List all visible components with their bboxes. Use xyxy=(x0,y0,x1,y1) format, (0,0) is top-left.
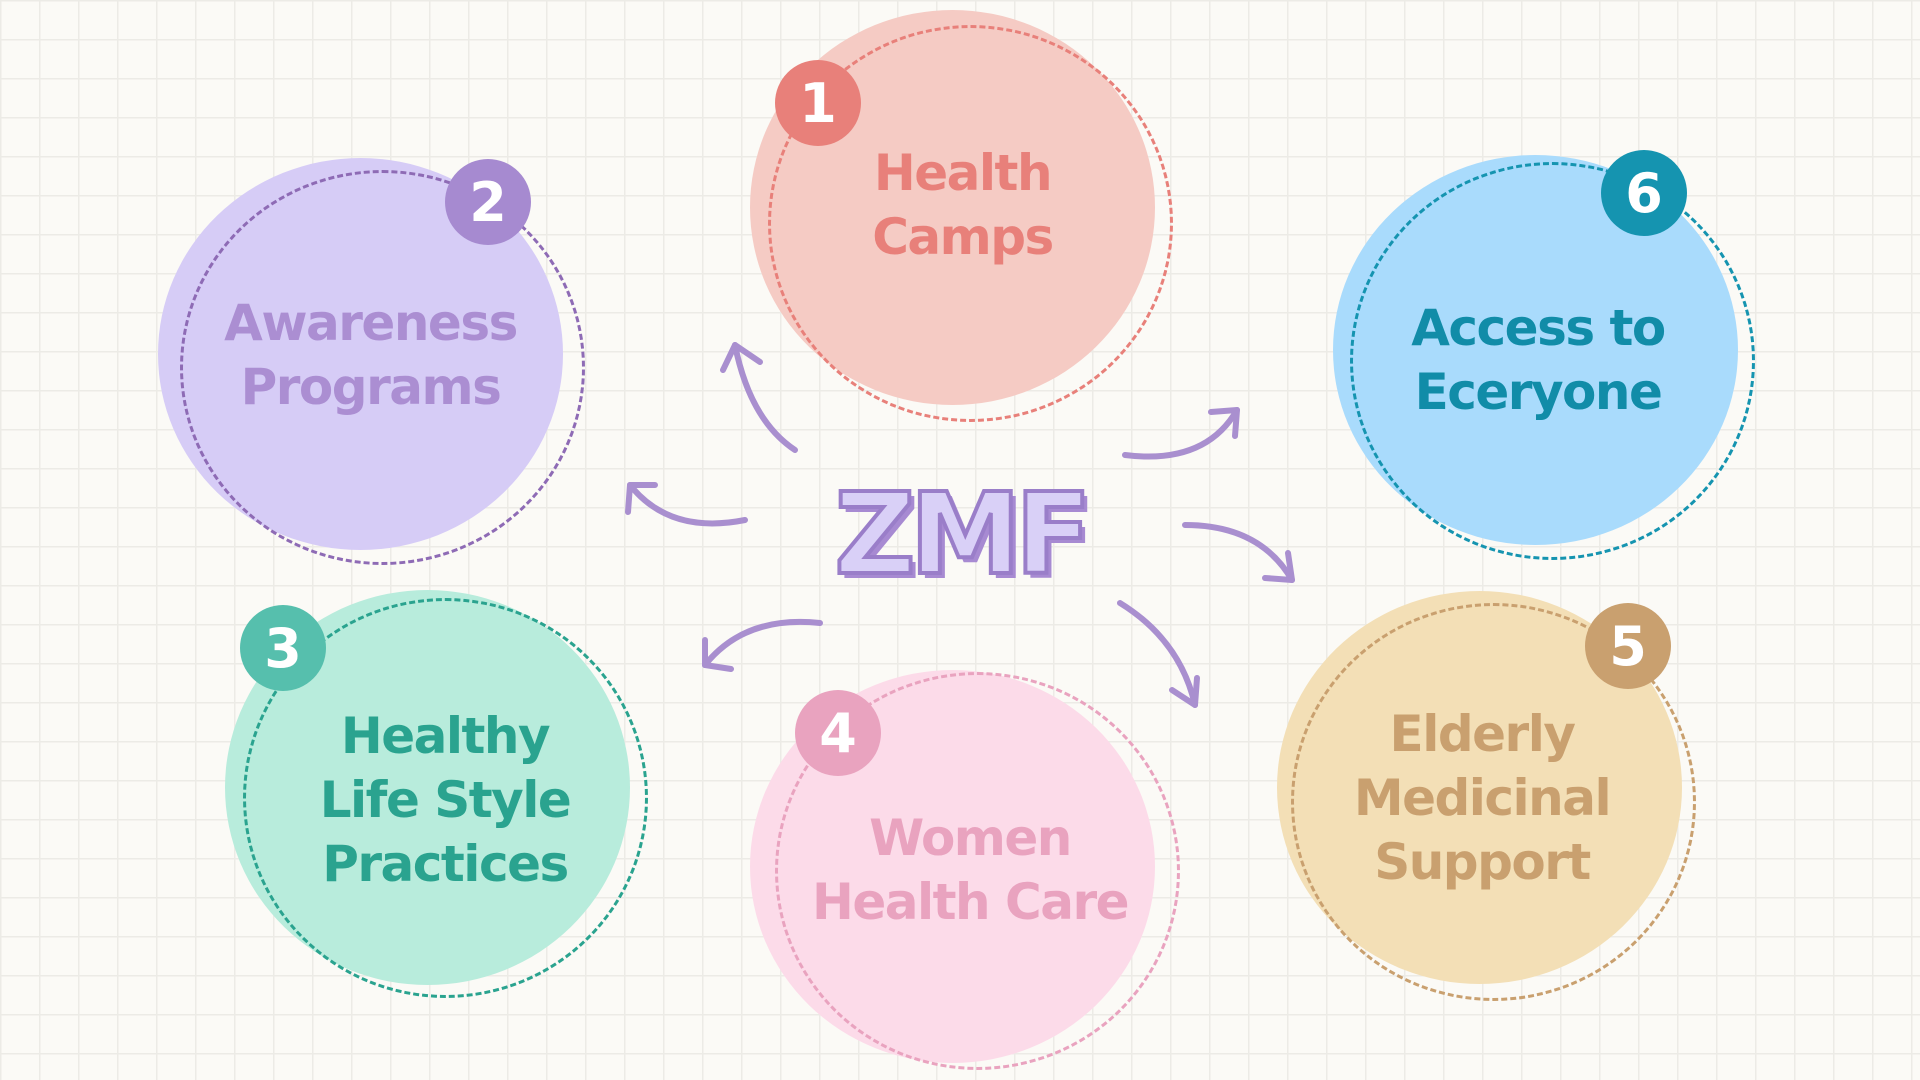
badge-3: 3 xyxy=(240,605,326,691)
arrow-to-access-everyone xyxy=(1122,407,1240,460)
badge-4: 4 xyxy=(795,690,881,776)
node-health-camps: Health Camps 1 xyxy=(750,10,1180,422)
node-healthy-life-style: Healthy Life Style Practices 3 xyxy=(225,590,655,1000)
badge-6: 6 xyxy=(1601,150,1687,236)
node-elderly-support: Elderly Medicinal Support 5 xyxy=(1277,588,1707,1008)
arrow-to-women-health-care xyxy=(1117,600,1200,708)
node-dashed-ring xyxy=(1350,162,1755,560)
node-label: Awareness Programs xyxy=(224,294,518,416)
node-dashed-ring xyxy=(180,170,585,565)
badge-1: 1 xyxy=(775,60,861,146)
badge-5: 5 xyxy=(1585,603,1671,689)
node-women-health-care: Women Health Care 4 xyxy=(750,670,1190,1080)
node-dashed-ring xyxy=(243,598,648,998)
node-label: Health Camps xyxy=(872,144,1054,266)
center-title: ZMF xyxy=(832,468,1093,602)
node-label: Elderly Medicinal Support xyxy=(1353,705,1612,891)
arrow-to-elderly-support xyxy=(1182,522,1295,583)
node-awareness-programs: Awareness Programs 2 xyxy=(158,155,588,575)
node-dashed-ring xyxy=(1291,603,1696,1001)
node-access-everyone: Access to Eceryone 6 xyxy=(1333,150,1763,565)
node-label: Healthy Life Style Practices xyxy=(319,707,572,893)
arrow-to-awareness-programs xyxy=(625,482,748,527)
node-label: Access to Eceryone xyxy=(1411,299,1666,421)
badge-2: 2 xyxy=(445,159,531,245)
node-dashed-ring xyxy=(775,672,1180,1070)
arrow-to-health-camps xyxy=(720,342,798,453)
node-dashed-ring xyxy=(768,25,1173,422)
arrow-to-healthy-life-style xyxy=(702,618,823,672)
node-label: Women Health Care xyxy=(811,809,1130,931)
